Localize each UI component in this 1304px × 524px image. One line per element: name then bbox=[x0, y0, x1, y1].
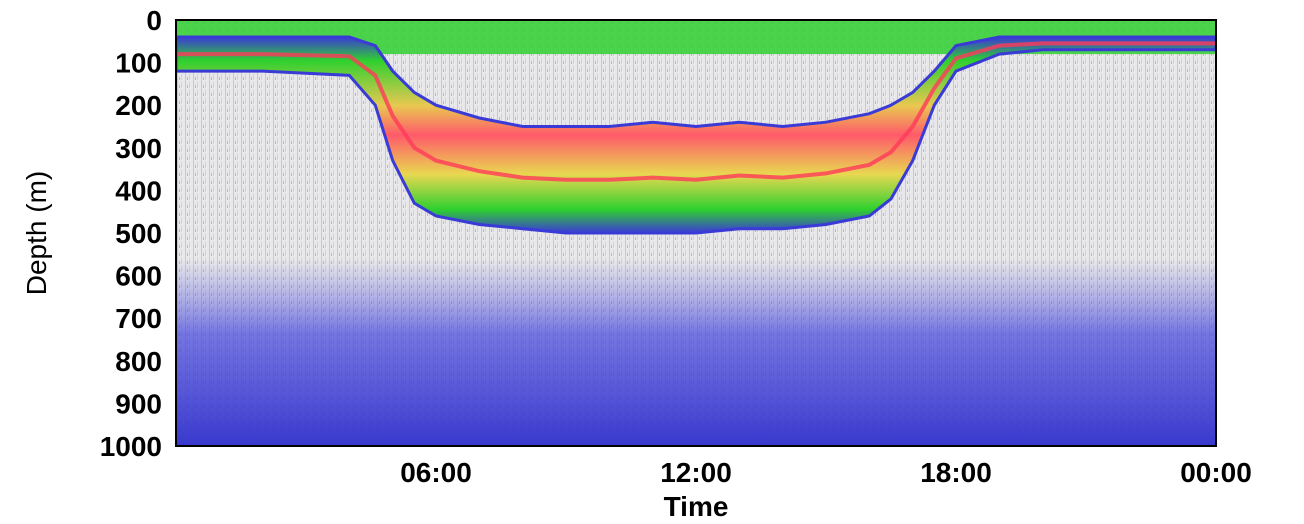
y-tick-label: 800 bbox=[115, 346, 162, 377]
x-axis-label: Time bbox=[664, 491, 729, 522]
x-tick-label: 06:00 bbox=[400, 457, 472, 488]
deep-scattering-layer bbox=[176, 258, 1216, 446]
y-axis-label: Depth (m) bbox=[21, 171, 52, 295]
migrating-layer-core bbox=[176, 41, 1216, 182]
x-tick-label: 00:00 bbox=[1180, 457, 1252, 488]
plot-frame bbox=[175, 19, 1217, 447]
x-axis: 06:00 12:00 18:00 00:00 bbox=[400, 457, 1252, 488]
x-tick-label: 12:00 bbox=[660, 457, 732, 488]
x-tick-label: 18:00 bbox=[920, 457, 992, 488]
y-tick-label: 700 bbox=[115, 303, 162, 334]
y-tick-label: 500 bbox=[115, 218, 162, 249]
y-axis: 0 100 200 300 400 500 600 700 800 900 1000 bbox=[100, 5, 162, 462]
y-tick-label: 900 bbox=[115, 388, 162, 419]
y-tick-label: 100 bbox=[115, 48, 162, 79]
y-tick-label: 0 bbox=[146, 5, 162, 36]
plot-area bbox=[176, 20, 1216, 446]
migrating-layer-band bbox=[176, 35, 1216, 235]
y-tick-label: 200 bbox=[115, 90, 162, 121]
y-tick-label: 600 bbox=[115, 261, 162, 292]
y-tick-label: 400 bbox=[115, 175, 162, 206]
y-tick-label: 300 bbox=[115, 133, 162, 164]
y-tick-label: 1000 bbox=[100, 431, 162, 462]
